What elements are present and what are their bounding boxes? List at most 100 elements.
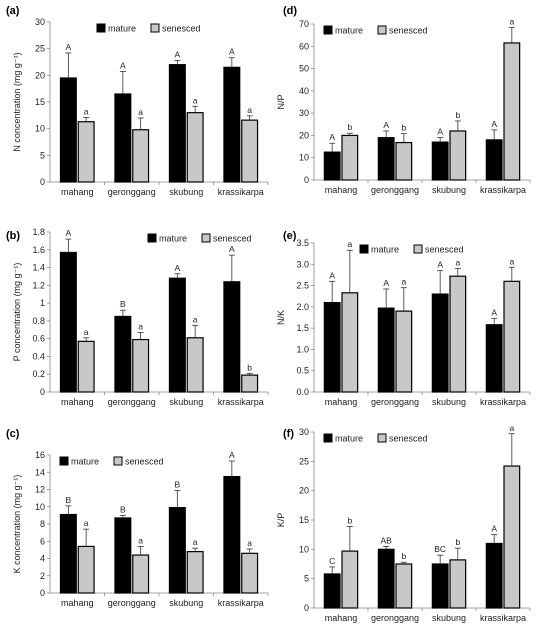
legend-label-mature: mature — [71, 457, 99, 467]
y-tick-label: 30 — [299, 427, 309, 437]
panel-label: (f) — [283, 428, 294, 440]
significance-label: a — [84, 106, 89, 116]
significance-label: a — [455, 258, 460, 268]
y-tick-label: 0.4 — [32, 351, 45, 361]
legend-label-senesced: senesced — [389, 26, 428, 36]
significance-label: a — [84, 327, 89, 337]
legend: mature senesced — [96, 23, 201, 34]
y-tick-label: 0.2 — [32, 369, 45, 379]
legend-swatch-senesced — [150, 23, 160, 33]
significance-label: A — [491, 119, 497, 129]
chart-panel-1: (b) 0 0.2 0.4 0.6 0.8 1 1.2 1.4 1.6 1.8 P concentra… — [6, 227, 269, 407]
chart-panel-3: (d) 0 10 20 30 40 50 60 70 N/P mahang Ab geronggang A… — [276, 5, 531, 195]
bar-senesced-krassikarpa — [241, 119, 259, 183]
significance-label: a — [138, 321, 143, 331]
bar-senesced-skubung — [186, 112, 204, 183]
x-tick-label: skubung — [432, 613, 466, 623]
bar-senesced-mahang — [341, 292, 359, 393]
bar-mature-geronggang — [114, 93, 132, 183]
significance-label: A — [175, 49, 181, 59]
bar-mature-mahang — [59, 251, 77, 393]
y-tick-label: 1.5 — [296, 323, 309, 333]
y-axis-title: N concentration (mg g⁻¹) — [12, 52, 22, 151]
significance-label: A — [120, 61, 126, 71]
legend-label-senesced: senesced — [162, 24, 201, 34]
significance-label: A — [329, 132, 335, 142]
y-tick-label: 2.5 — [296, 281, 309, 291]
bar-senesced-skubung — [449, 275, 467, 393]
y-tick-label: 30 — [35, 17, 45, 27]
y-tick-label: 0 — [40, 177, 45, 187]
x-tick-label: skubung — [169, 397, 203, 407]
y-tick-label: 50 — [299, 64, 309, 74]
y-tick-label: 1 — [40, 298, 45, 308]
y-tick-label: 0.8 — [32, 316, 45, 326]
significance-label: B — [120, 504, 126, 514]
y-tick-label: 15 — [299, 515, 309, 525]
significance-label: a — [401, 277, 406, 287]
y-tick-label: 1.6 — [32, 245, 45, 255]
chart-panel-5: (f) 0 5 10 15 20 25 30 K/P mahang Cb geronggang AB b s… — [276, 423, 531, 623]
bar-mature-mahang — [59, 513, 77, 594]
legend-label-mature: mature — [335, 26, 363, 36]
legend: mature senesced — [59, 456, 164, 467]
y-tick-label: 1.4 — [32, 263, 45, 273]
x-tick-label: krassikarpa — [218, 397, 264, 407]
legend-swatch-senesced — [413, 244, 423, 254]
significance-label: a — [84, 518, 89, 528]
legend: mature senesced — [359, 244, 464, 255]
bar-mature-skubung — [168, 64, 186, 183]
significance-label: A — [66, 228, 72, 238]
x-tick-label: geronggang — [108, 397, 156, 407]
y-tick-label: 0 — [40, 387, 45, 397]
x-tick-label: geronggang — [108, 187, 156, 197]
x-tick-label: krassikarpa — [218, 187, 264, 197]
significance-label: a — [509, 423, 514, 433]
y-tick-label: 16 — [35, 450, 45, 460]
legend-swatch-senesced — [113, 456, 123, 466]
x-tick-label: skubung — [432, 397, 466, 407]
significance-label: B — [66, 495, 72, 505]
significance-label: C — [329, 556, 335, 566]
significance-label: A — [491, 524, 497, 534]
panel-label: (c) — [6, 428, 20, 440]
chart-panel-4: (e) 0.0 0.5 1.0 1.5 2.0 2.5 3.0 3.5 N/K mahang Aa ge… — [276, 230, 531, 407]
bar-senesced-geronggang — [395, 563, 413, 609]
legend-swatch-mature — [147, 233, 157, 243]
y-tick-label: 1.8 — [32, 227, 45, 237]
bar-senesced-skubung — [186, 550, 204, 594]
bar-mature-skubung — [168, 507, 186, 594]
chart-panel-0: (a) 0 5 10 15 20 25 30 N concentration (mg g⁻¹) m… — [6, 5, 269, 197]
significance-label: A — [175, 263, 181, 273]
y-tick-label: 25 — [35, 44, 45, 54]
x-tick-label: mahang — [61, 187, 94, 197]
y-tick-label: 20 — [299, 486, 309, 496]
x-tick-label: mahang — [61, 397, 94, 407]
y-tick-label: 5 — [304, 574, 309, 584]
bar-senesced-geronggang — [395, 141, 413, 181]
significance-label: a — [247, 105, 252, 115]
bar-senesced-skubung — [449, 130, 467, 181]
bar-senesced-geronggang — [132, 338, 150, 393]
y-axis-title: K/P — [276, 513, 286, 528]
y-tick-label: 10 — [299, 153, 309, 163]
significance-label: a — [193, 537, 198, 547]
bar-mature-skubung — [431, 141, 449, 181]
significance-label: A — [383, 278, 389, 288]
y-tick-label: 0 — [304, 175, 309, 185]
x-tick-label: krassikarpa — [480, 613, 526, 623]
x-tick-label: skubung — [169, 598, 203, 608]
significance-label: a — [247, 538, 252, 548]
significance-label: b — [455, 537, 460, 547]
y-tick-label: 60 — [299, 41, 309, 51]
significance-label: a — [509, 16, 514, 26]
panel-label: (a) — [6, 5, 20, 17]
significance-label: b — [347, 122, 352, 132]
y-tick-label: 3.0 — [296, 259, 309, 269]
y-axis-title: N/K — [276, 310, 286, 325]
significance-label: A — [229, 244, 235, 254]
significance-label: b — [347, 515, 352, 525]
y-tick-label: 70 — [299, 19, 309, 29]
significance-label: A — [437, 260, 443, 270]
y-tick-label: 8 — [40, 519, 45, 529]
